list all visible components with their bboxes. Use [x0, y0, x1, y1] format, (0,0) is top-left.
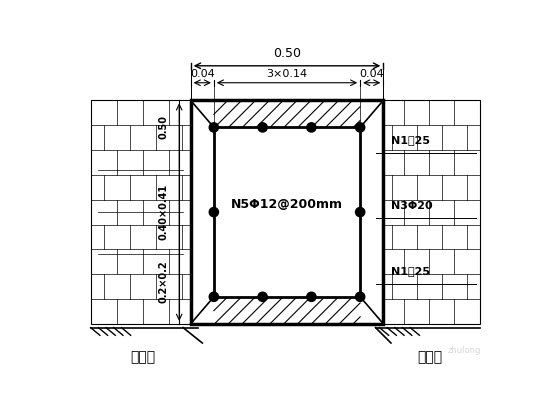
Text: 0.40×0.41: 0.40×0.41	[159, 184, 169, 240]
Text: N5Φ12@200mm: N5Φ12@200mm	[231, 198, 343, 211]
Circle shape	[356, 123, 365, 132]
Circle shape	[258, 123, 267, 132]
Circle shape	[356, 207, 365, 217]
Circle shape	[356, 292, 365, 302]
Bar	[214, 127, 360, 297]
Text: 挡土墙: 挡土墙	[130, 350, 155, 364]
Circle shape	[209, 292, 218, 302]
Circle shape	[307, 292, 316, 302]
Bar	[191, 100, 383, 324]
Bar	[91, 100, 195, 324]
Text: 0.2×0.2: 0.2×0.2	[159, 260, 169, 303]
Text: N1⌖25: N1⌖25	[391, 136, 430, 145]
Circle shape	[258, 292, 267, 302]
Text: zhulong: zhulong	[447, 346, 481, 355]
Text: 挡土墙: 挡土墙	[417, 350, 442, 364]
Text: N1⌖25: N1⌖25	[391, 266, 430, 276]
Circle shape	[209, 207, 218, 217]
Circle shape	[307, 123, 316, 132]
Text: 3×0.14: 3×0.14	[267, 69, 307, 79]
Text: 0.50: 0.50	[159, 116, 169, 139]
Bar	[380, 100, 479, 324]
Text: 0.04: 0.04	[190, 69, 214, 79]
Text: N3Φ20: N3Φ20	[391, 201, 432, 211]
Circle shape	[209, 123, 218, 132]
Text: 0.04: 0.04	[360, 69, 384, 79]
Text: 0.50: 0.50	[273, 47, 301, 60]
